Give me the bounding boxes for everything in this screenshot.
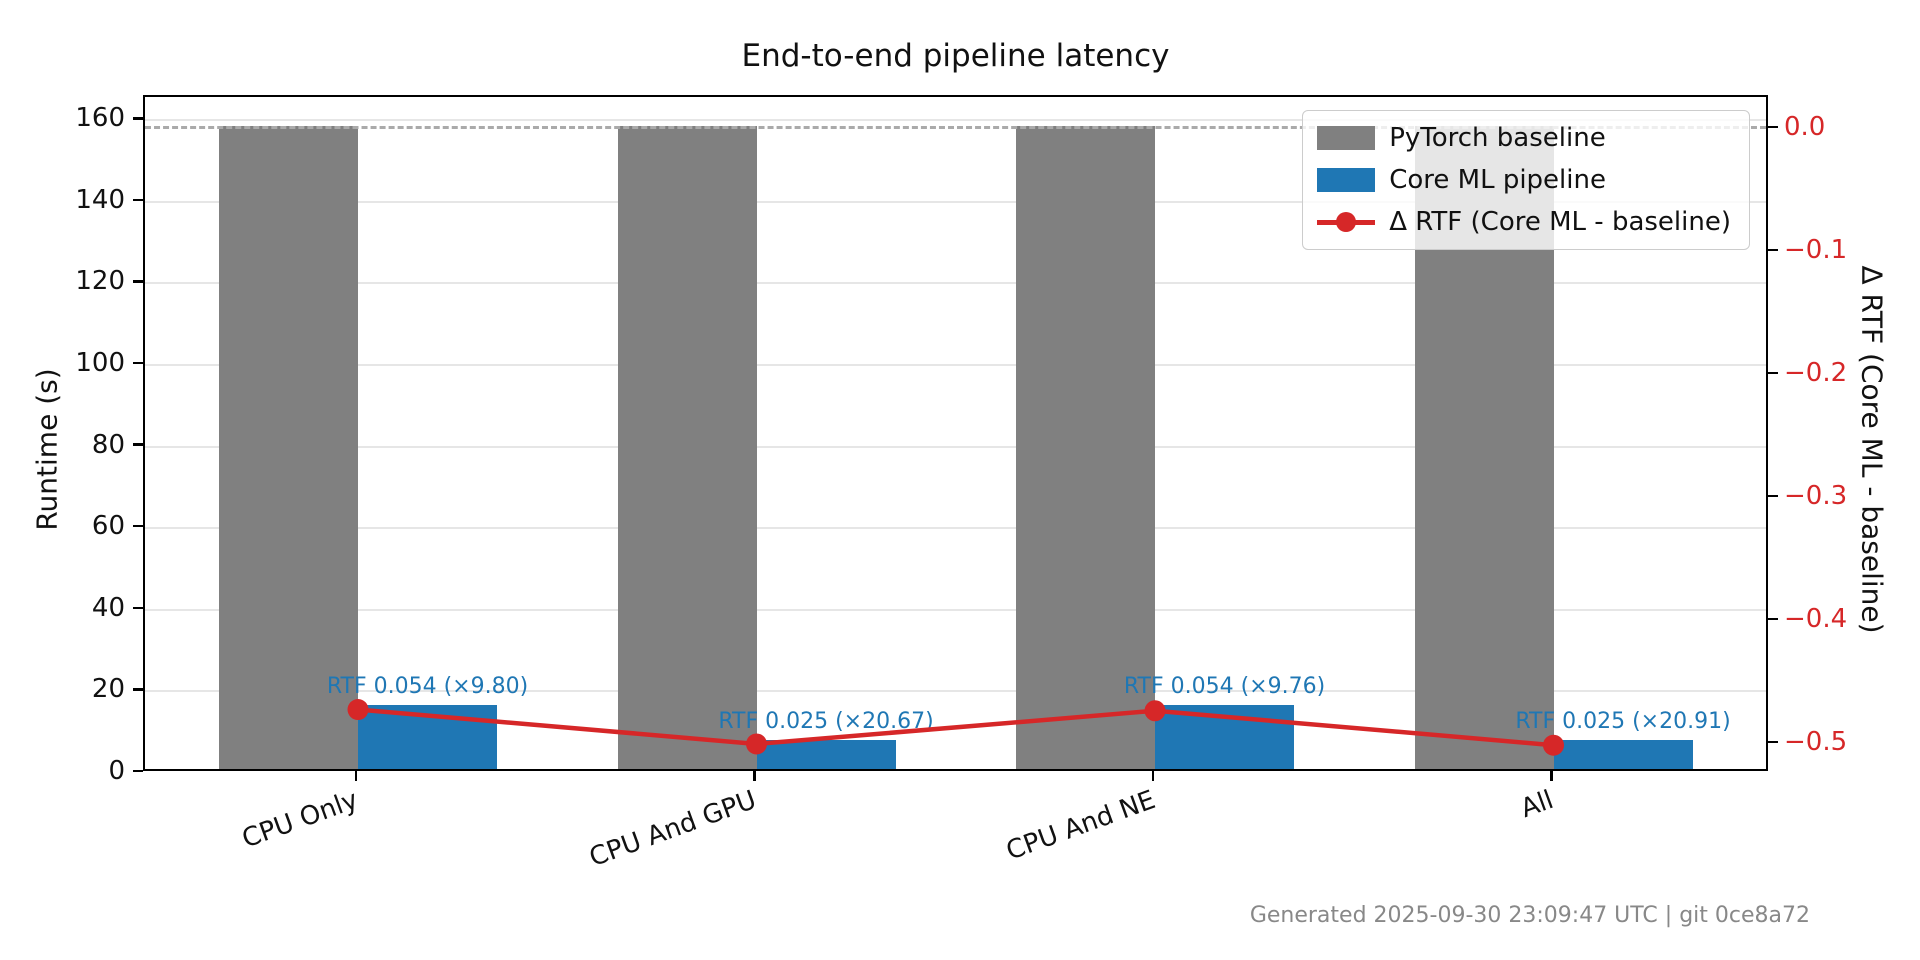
- left-tick-label: 20: [91, 674, 125, 705]
- right-tick-label: 0.0: [1784, 111, 1826, 142]
- delta-rtf-line: [347, 699, 1564, 756]
- x-tick-mark: [1550, 771, 1553, 781]
- x-tick-label: All: [1517, 785, 1558, 825]
- x-tick-label: CPU And NE: [1002, 785, 1160, 867]
- left-tick-label: 0: [108, 756, 125, 786]
- delta-rtf-marker: [1543, 734, 1564, 756]
- left-tick-mark: [133, 361, 143, 365]
- gridline: [145, 364, 1766, 367]
- right-tick-mark: [1768, 248, 1778, 252]
- rtf-annotation: RTF 0.025 (×20.67): [718, 709, 934, 735]
- right-tick-label: −0.2: [1784, 357, 1848, 388]
- right-tick-mark: [1768, 494, 1778, 498]
- right-tick-label: −0.1: [1784, 234, 1848, 265]
- left-tick-label: 160: [75, 103, 125, 134]
- right-tick-label: −0.5: [1784, 726, 1848, 757]
- right-tick-mark: [1768, 617, 1778, 621]
- left-tick-mark: [133, 443, 143, 446]
- legend-item-coreml-pipeline: Core ML pipeline: [1317, 165, 1731, 195]
- right-axis-label: Δ RTF (Core ML - baseline): [1855, 265, 1889, 634]
- gridline: [145, 119, 1766, 122]
- left-tick-label: 120: [75, 266, 125, 297]
- left-tick-mark: [133, 769, 143, 773]
- delta-rtf-marker: [1144, 700, 1166, 722]
- right-tick-label: −0.4: [1784, 603, 1848, 634]
- delta-rtf-marker: [347, 699, 369, 721]
- x-tick-label: CPU Only: [238, 785, 363, 855]
- red-line-marker-icon: [1317, 210, 1376, 234]
- legend-item-pytorch-baseline: PyTorch baseline: [1317, 123, 1731, 153]
- baseline-bar: [1016, 126, 1155, 769]
- rtf-annotation: RTF 0.054 (×9.80): [326, 673, 529, 699]
- coreml-bar: [1553, 740, 1693, 769]
- chart-title: End-to-end pipeline latency: [741, 38, 1170, 74]
- legend: PyTorch baseline Core ML pipeline Δ RTF …: [1302, 110, 1750, 250]
- x-tick-mark: [354, 771, 358, 781]
- gridline: [145, 445, 1766, 448]
- gridline: [145, 690, 1766, 693]
- left-tick-label: 80: [91, 429, 125, 460]
- right-tick-mark: [1768, 740, 1778, 744]
- plot-area: PyTorch baseline Core ML pipeline Δ RTF …: [143, 95, 1768, 771]
- gray-patch-icon: [1317, 126, 1376, 150]
- gridline: [145, 608, 1766, 611]
- delta-rtf-marker: [746, 733, 767, 755]
- x-tick-label: CPU And GPU: [586, 785, 761, 874]
- left-tick-label: 40: [91, 592, 125, 623]
- gridline: [145, 527, 1766, 530]
- right-tick-mark: [1768, 371, 1778, 375]
- right-tick-label: −0.3: [1784, 480, 1848, 511]
- legend-item-delta-rtf: Δ RTF (Core ML - baseline): [1317, 207, 1731, 237]
- right-tick-mark: [1768, 125, 1778, 129]
- coreml-bar: [756, 740, 896, 769]
- rtf-annotation: RTF 0.025 (×20.91): [1515, 709, 1731, 735]
- left-tick-mark: [133, 688, 143, 691]
- left-tick-mark: [133, 524, 143, 528]
- left-tick-mark: [133, 280, 143, 283]
- x-tick-mark: [753, 771, 756, 781]
- legend-label: PyTorch baseline: [1389, 123, 1606, 153]
- left-tick-mark: [133, 606, 143, 610]
- left-tick-label: 100: [75, 348, 125, 379]
- x-tick-mark: [1151, 771, 1155, 781]
- gridline: [145, 282, 1766, 285]
- left-tick-label: 140: [75, 184, 125, 215]
- left-tick-mark: [133, 198, 143, 202]
- baseline-bar: [219, 126, 358, 769]
- left-tick-mark: [133, 117, 143, 120]
- baseline-reference-line: [145, 126, 1766, 130]
- legend-label: Core ML pipeline: [1389, 165, 1606, 195]
- generated-timestamp-note: Generated 2025-09-30 23:09:47 UTC | git …: [1249, 903, 1810, 928]
- baseline-bar: [617, 126, 757, 769]
- legend-label: Δ RTF (Core ML - baseline): [1389, 207, 1731, 237]
- left-tick-label: 60: [91, 511, 125, 542]
- rtf-annotation: RTF 0.054 (×9.76): [1123, 673, 1326, 699]
- blue-patch-icon: [1317, 168, 1376, 192]
- gridline: [145, 200, 1766, 203]
